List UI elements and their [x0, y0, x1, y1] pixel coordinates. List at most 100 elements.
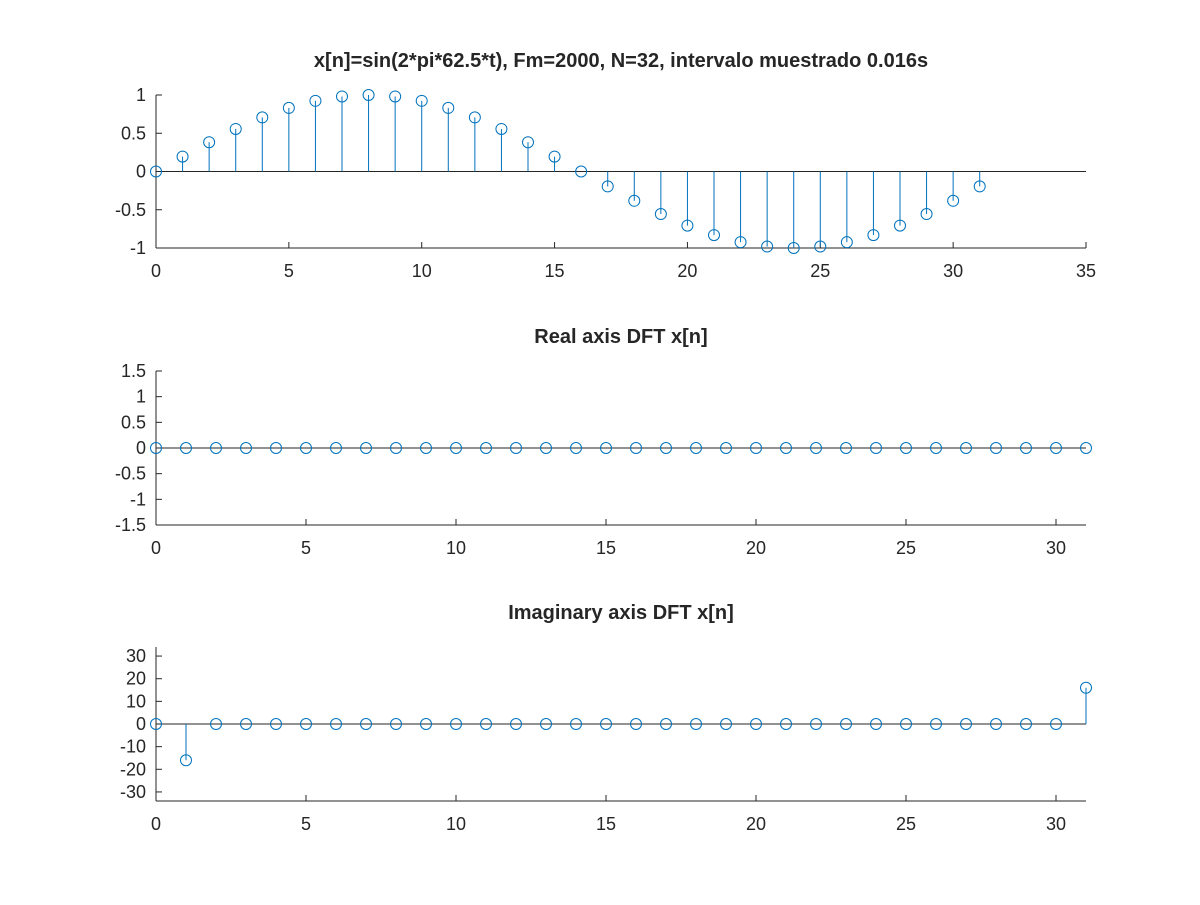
stem-marker [480, 442, 492, 454]
stem-marker [840, 236, 853, 249]
x-tick-label: 20 [746, 814, 766, 834]
subplot-time-signal: x[n]=sin(2*pi*62.5*t), Fm=2000, N=32, in… [115, 50, 1096, 281]
stem-marker [600, 442, 612, 454]
stem-marker [750, 718, 762, 730]
stem-marker [814, 240, 827, 253]
stem-marker [575, 165, 588, 178]
stem-marker [229, 122, 242, 135]
stem-marker [240, 718, 252, 730]
stem-marker [960, 442, 972, 454]
stem-marker [660, 718, 672, 730]
stem-marker [720, 442, 732, 454]
stem-marker [570, 718, 582, 730]
stem-marker [630, 442, 642, 454]
stem-marker [870, 718, 882, 730]
y-tick-label: 20 [126, 669, 146, 689]
stem-marker [360, 718, 372, 730]
stem-marker [810, 718, 822, 730]
x-tick-label: 15 [596, 538, 616, 558]
y-tick-label: 0.5 [121, 123, 146, 143]
stem-marker [300, 718, 312, 730]
stem-marker [1050, 718, 1062, 730]
stem-marker [810, 442, 822, 454]
stem-marker [708, 229, 720, 242]
stem-marker [920, 208, 933, 221]
stem-marker [150, 718, 162, 730]
stem-marker [510, 718, 522, 730]
stem-marker [362, 89, 375, 101]
stem-marker [720, 718, 732, 730]
stem-marker [734, 236, 747, 249]
x-tick-label: 30 [943, 261, 963, 281]
y-tick-label: 0 [136, 714, 146, 734]
stem-marker [960, 718, 972, 730]
stem-marker [270, 442, 282, 454]
chart-title-imag-dft: Imaginary axis DFT x[n] [508, 602, 734, 624]
stem-marker [360, 442, 372, 454]
stem-marker [1050, 442, 1062, 454]
stem-marker [282, 101, 295, 114]
x-tick-label: 5 [301, 814, 311, 834]
stem-marker [930, 442, 942, 454]
x-tick-label: 35 [1076, 261, 1096, 281]
stem-marker [309, 94, 322, 107]
stem-marker [761, 240, 774, 253]
y-tick-label: 30 [126, 646, 146, 666]
stem-marker [150, 165, 162, 178]
x-tick-label: 5 [284, 261, 294, 281]
y-tick-label: 1.5 [121, 361, 146, 381]
stem-marker [389, 90, 402, 103]
stem-marker [840, 442, 852, 454]
y-tick-label: 1 [136, 85, 146, 105]
y-tick-label: -10 [120, 737, 146, 757]
stem-marker [390, 718, 402, 730]
x-tick-label: 30 [1046, 814, 1066, 834]
stem-marker [450, 442, 462, 454]
y-tick-label: -1 [130, 238, 146, 258]
x-tick-label: 0 [151, 261, 161, 281]
y-tick-label: 1 [136, 387, 146, 407]
stem-marker [681, 219, 694, 232]
stem-marker [270, 718, 282, 730]
stem-marker [540, 718, 552, 730]
stem-marker [570, 442, 582, 454]
stem-marker [548, 150, 561, 163]
stem-marker [947, 194, 960, 207]
x-tick-label: 5 [301, 538, 311, 558]
stem-marker [900, 442, 912, 454]
stem-marker [870, 442, 882, 454]
stem-marker [1020, 442, 1032, 454]
stem-marker [420, 718, 432, 730]
y-tick-label: -1.5 [115, 515, 146, 535]
stem-marker [210, 718, 222, 730]
stem-marker [690, 718, 702, 730]
stem-marker [210, 442, 222, 454]
stem-marker [300, 442, 312, 454]
stem-marker [660, 442, 672, 454]
x-tick-label: 10 [412, 261, 432, 281]
stem-marker [1020, 718, 1032, 730]
y-tick-label: 0.5 [121, 412, 146, 432]
stem-marker [390, 442, 402, 454]
stem-marker [780, 718, 792, 730]
chart-title-real-dft: Real axis DFT x[n] [534, 326, 707, 348]
x-tick-label: 25 [896, 538, 916, 558]
stem-marker [480, 718, 492, 730]
x-tick-label: 15 [596, 814, 616, 834]
stem-marker [867, 229, 880, 242]
stem-marker [900, 718, 912, 730]
stem-marker [522, 136, 534, 149]
stem-marker [990, 442, 1002, 454]
y-tick-label: -0.5 [115, 464, 146, 484]
stem-marker [450, 718, 462, 730]
y-tick-label: -20 [120, 759, 146, 779]
stem-marker [176, 150, 189, 163]
stem-marker [787, 242, 800, 254]
stem-marker [256, 111, 269, 124]
stem-marker [930, 718, 942, 730]
y-tick-label: 10 [126, 691, 146, 711]
stem-marker [495, 122, 508, 135]
stem-marker [1080, 681, 1092, 694]
stem-marker [973, 180, 986, 193]
